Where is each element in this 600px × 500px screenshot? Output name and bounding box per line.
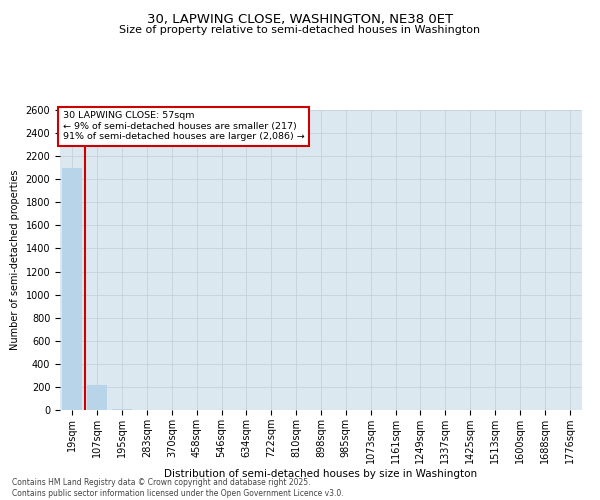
Text: 30, LAPWING CLOSE, WASHINGTON, NE38 0ET: 30, LAPWING CLOSE, WASHINGTON, NE38 0ET (147, 12, 453, 26)
Y-axis label: Number of semi-detached properties: Number of semi-detached properties (10, 170, 20, 350)
Text: Size of property relative to semi-detached houses in Washington: Size of property relative to semi-detach… (119, 25, 481, 35)
Text: 30 LAPWING CLOSE: 57sqm
← 9% of semi-detached houses are smaller (217)
91% of se: 30 LAPWING CLOSE: 57sqm ← 9% of semi-det… (62, 112, 304, 142)
Bar (62, 168, 82, 410)
X-axis label: Distribution of semi-detached houses by size in Washington: Distribution of semi-detached houses by … (164, 468, 478, 478)
Bar (88, 385, 107, 410)
Text: Contains HM Land Registry data © Crown copyright and database right 2025.
Contai: Contains HM Land Registry data © Crown c… (12, 478, 344, 498)
